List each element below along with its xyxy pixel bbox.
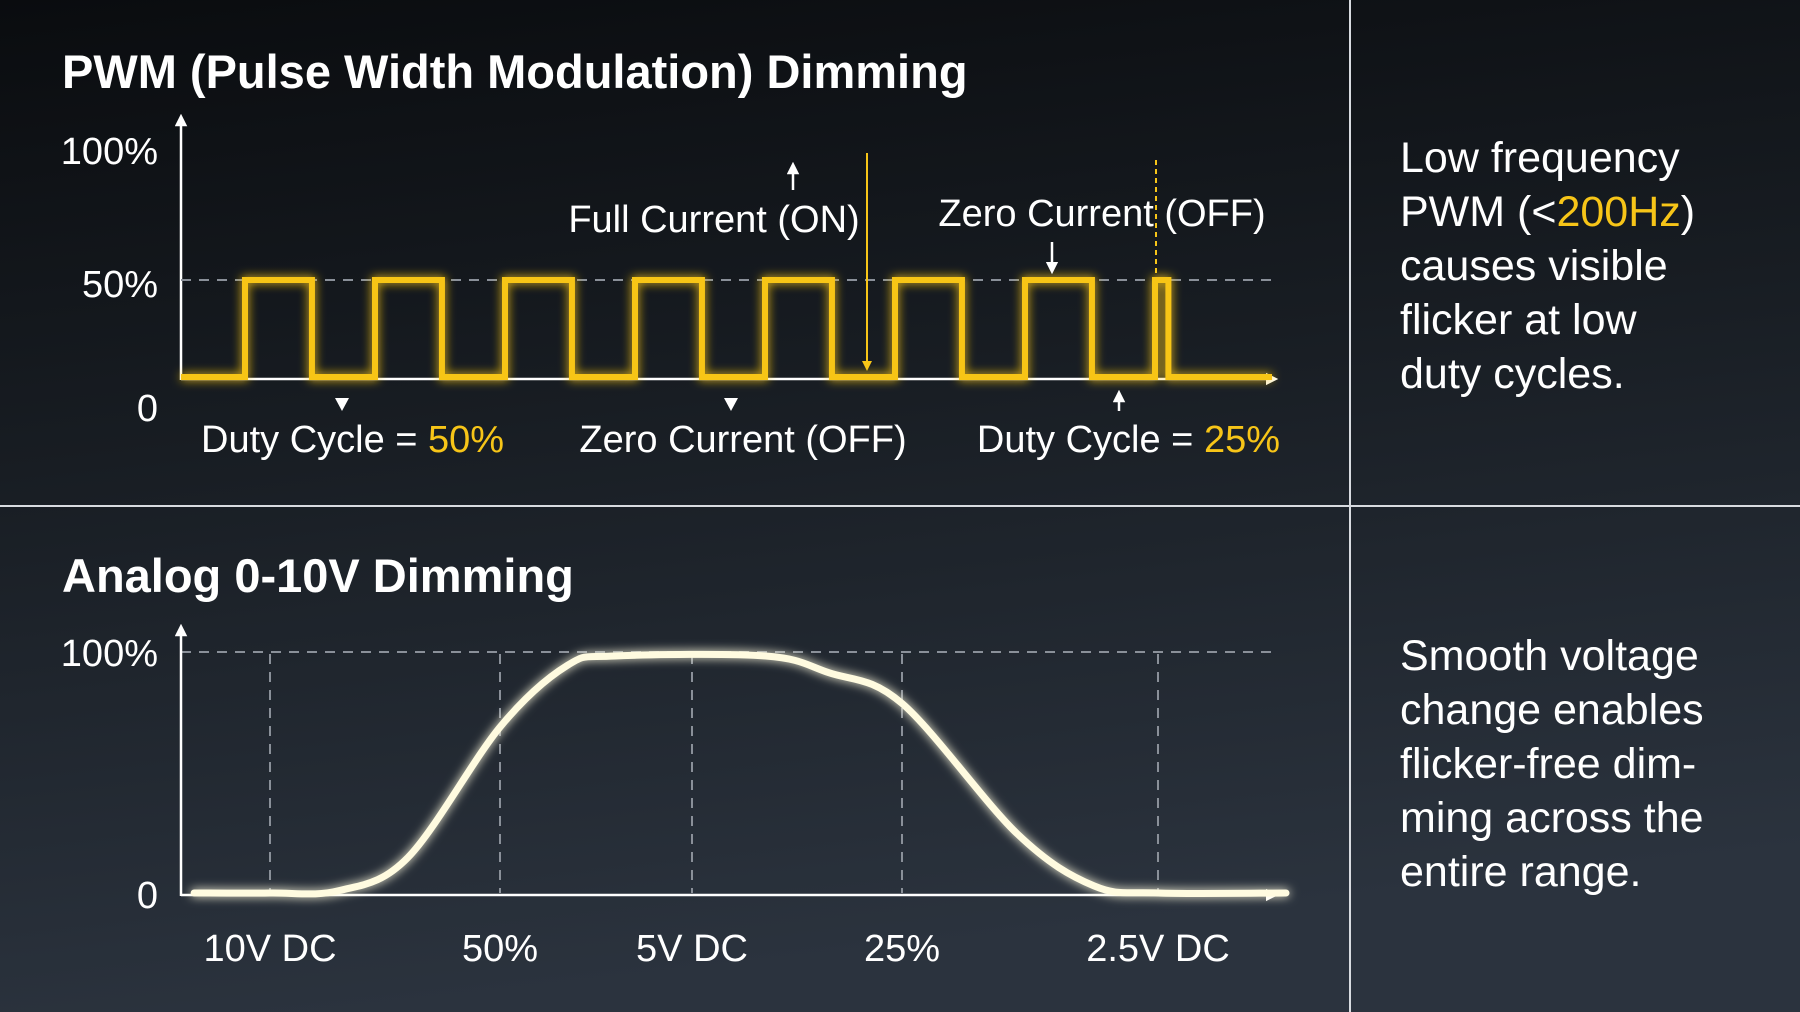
pwm-side-text: Low frequency PWM (<200Hz) causes visibl… bbox=[1400, 134, 1695, 398]
analog-side-line1: Smooth voltage bbox=[1400, 632, 1699, 680]
analog-side-line2: change enables bbox=[1400, 686, 1704, 734]
pwm-side-line1: Low frequency bbox=[1400, 134, 1680, 182]
pwm-side-line2-prefix: PWM (< bbox=[1400, 188, 1556, 236]
pwm-side-line5: duty cycles. bbox=[1400, 350, 1625, 398]
analog-side-text: Smooth voltage change enables flicker-fr… bbox=[1400, 632, 1704, 896]
y-tick-100: 100% bbox=[61, 131, 158, 173]
analog-curve bbox=[190, 650, 1290, 898]
analog-panel: Analog 0-10V Dimming 100% 0 10V DC 50% 5V … bbox=[61, 549, 1704, 970]
pwm-panel: PWM (Pulse Width Modulation) Dimming 100… bbox=[61, 45, 1695, 461]
full-current-label: Full Current (ON) bbox=[568, 199, 859, 241]
pwm-title: PWM (Pulse Width Modulation) Dimming bbox=[62, 45, 968, 98]
zero-current-pointer-icon bbox=[724, 398, 738, 411]
duty-25-value: 25% bbox=[1204, 419, 1280, 461]
zero-current-top-label: Zero Current (OFF) bbox=[938, 193, 1265, 235]
x-tick-label: 50% bbox=[462, 928, 538, 970]
analog-title: Analog 0-10V Dimming bbox=[62, 549, 574, 602]
y-tick-100: 100% bbox=[61, 633, 158, 675]
analog-side-line3: flicker-free dim- bbox=[1400, 740, 1696, 788]
duty-50-value: 50% bbox=[428, 419, 504, 461]
zero-current-bottom-label: Zero Current (OFF) bbox=[579, 419, 906, 461]
y-tick-50: 50% bbox=[82, 264, 158, 306]
duty-50-label: Duty Cycle = 50% bbox=[201, 419, 504, 461]
y-tick-0: 0 bbox=[137, 875, 158, 917]
pwm-waveform bbox=[181, 277, 1272, 380]
pwm-side-line3: causes visible bbox=[1400, 242, 1668, 290]
y-tick-0: 0 bbox=[137, 388, 158, 430]
duty-25-prefix: Duty Cycle = bbox=[977, 419, 1204, 461]
pwm-side-line2: PWM (<200Hz) bbox=[1400, 188, 1695, 236]
x-tick-label: 25% bbox=[864, 928, 940, 970]
pwm-side-frequency: 200Hz bbox=[1556, 188, 1680, 236]
x-tick-label: 5V DC bbox=[636, 928, 748, 970]
x-tick-label: 10V DC bbox=[203, 928, 336, 970]
analog-side-line5: entire range. bbox=[1400, 848, 1641, 896]
duty-50-pointer-icon bbox=[335, 398, 349, 411]
pwm-side-line4: flicker at low bbox=[1400, 296, 1638, 344]
analog-side-line4: ming across the bbox=[1400, 794, 1704, 842]
duty-25-label: Duty Cycle = 25% bbox=[977, 419, 1280, 461]
duty-50-prefix: Duty Cycle = bbox=[201, 419, 428, 461]
pwm-side-line2-suffix: ) bbox=[1681, 188, 1695, 236]
x-tick-label: 2.5V DC bbox=[1086, 928, 1230, 970]
